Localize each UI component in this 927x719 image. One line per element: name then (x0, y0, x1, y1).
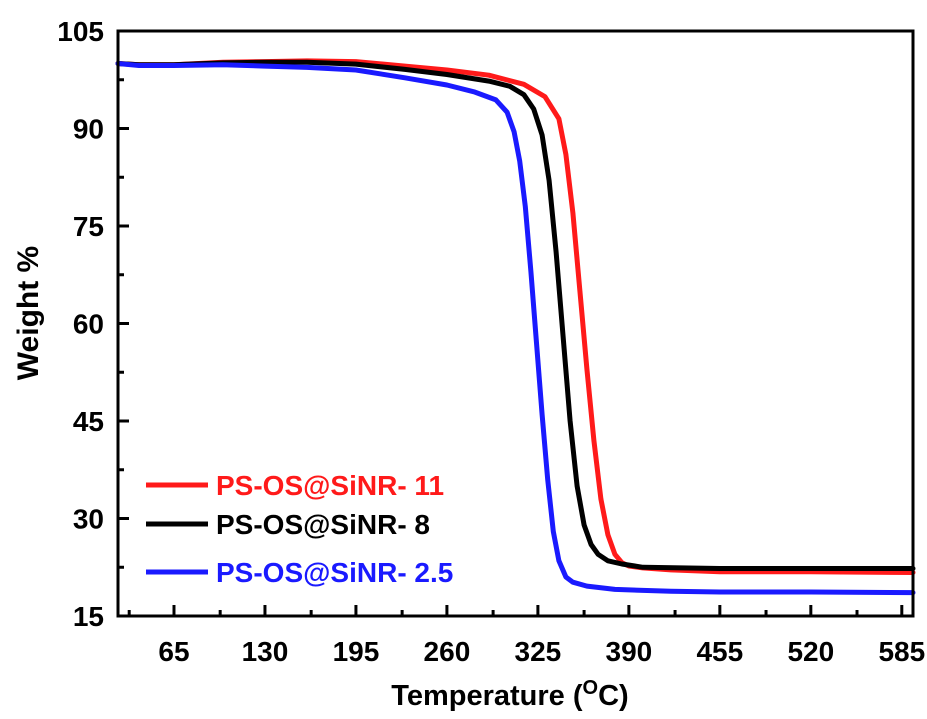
x-tick-label: 260 (424, 636, 471, 667)
legend-label: PS-OS@SiNR- 11 (216, 470, 444, 501)
y-tick-label: 60 (73, 309, 104, 340)
y-tick-label: 75 (73, 211, 104, 242)
legend-label: PS-OS@SiNR- 8 (216, 509, 430, 540)
legend-item-1: PS-OS@SiNR- 11 (146, 470, 444, 501)
legend-label: PS-OS@SiNR- 2.5 (216, 557, 453, 588)
x-tick-label: 195 (333, 636, 380, 667)
y-tick-label: 45 (73, 406, 104, 437)
x-tick-label: 585 (878, 636, 925, 667)
axis-ticks (118, 29, 904, 618)
plot-lines (115, 58, 916, 596)
series-line-3 (115, 61, 916, 596)
y-tick-label: 90 (73, 114, 104, 145)
x-tick-label: 455 (696, 636, 743, 667)
y-tick-label: 105 (57, 16, 104, 47)
y-tick-label: 15 (73, 601, 104, 632)
legend-item-2: PS-OS@SiNR- 8 (146, 509, 430, 540)
y-tick-label: 30 (73, 504, 104, 535)
x-tick-label: 520 (787, 636, 834, 667)
x-tick-label: 390 (606, 636, 653, 667)
x-axis-label-main: Temperature ( (391, 680, 583, 712)
x-tick-label: 325 (515, 636, 562, 667)
x-tick-label: 130 (242, 636, 289, 667)
x-axis-label-unit-sup: O (583, 677, 599, 699)
x-tick-label: 65 (158, 636, 189, 667)
series-line-2 (115, 59, 916, 571)
axis-tick-labels: 65 130 195 260 325 390 455 520 585 15 30 45 60 75 90 10… (57, 16, 925, 667)
y-axis-label: Weight % (12, 246, 45, 380)
legend-item-3: PS-OS@SiNR- 2.5 (146, 557, 453, 588)
x-axis-label-unit-tail: C) (598, 680, 629, 712)
legend: PS-OS@SiNR- 11 PS-OS@SiNR- 8 PS-OS@SiNR- 2… (146, 470, 453, 588)
x-axis-label: Temperature (OC) (391, 677, 628, 712)
